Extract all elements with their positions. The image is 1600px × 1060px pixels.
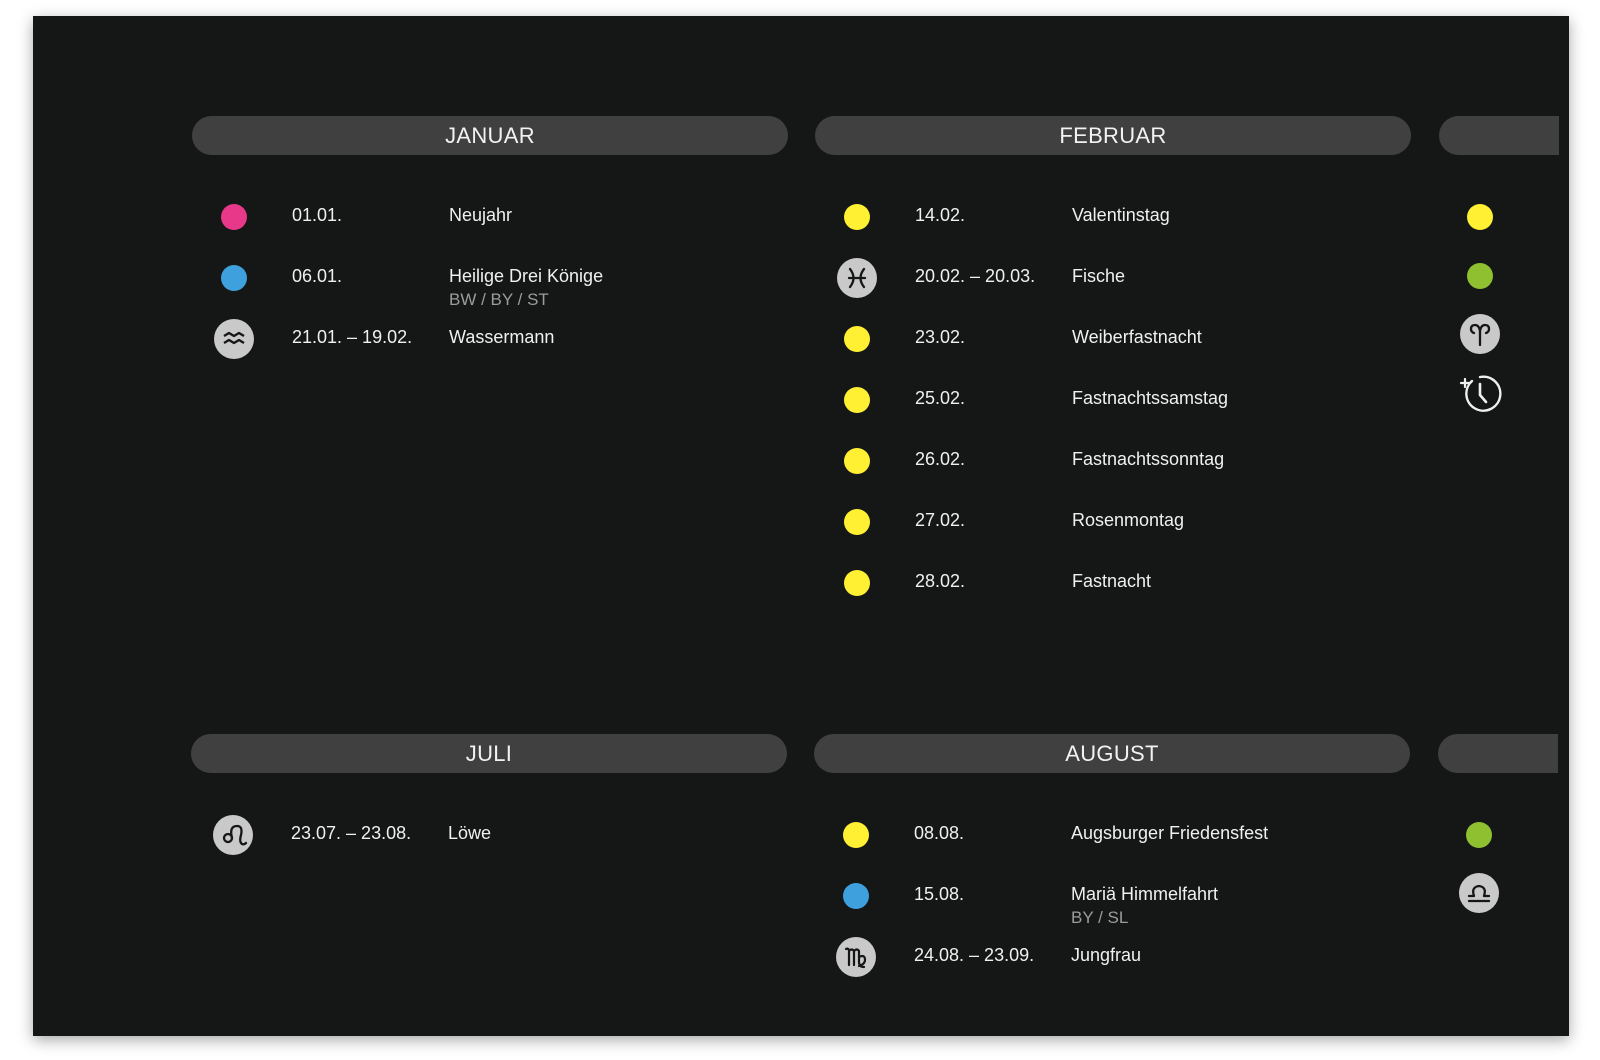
event-list: 23.07. – 23.08. Löwe — [191, 815, 787, 877]
event-name: Augsburger Friedensfest — [1071, 823, 1269, 843]
holiday-dot-yellow — [844, 570, 870, 596]
holiday-dot-yellow — [844, 326, 870, 352]
event-date: 27.02. — [915, 510, 966, 530]
libra-icon — [1459, 873, 1499, 913]
event-list: 08.08. Augsburger Friedensfest 15.08. Ma… — [814, 816, 1410, 999]
holiday-dot-yellow — [1467, 204, 1493, 230]
month-header[interactable]: AUGUST — [814, 734, 1410, 773]
list-item[interactable]: 01.01. Neujahr — [192, 198, 788, 259]
event-date: 20.02. – 20.03. — [915, 266, 1036, 286]
event-date: 08.08. — [914, 823, 965, 843]
pisces-icon — [837, 258, 877, 298]
event-name: Löwe — [448, 823, 492, 843]
event-date: 24.08. – 23.09. — [914, 945, 1035, 965]
event-name: Wassermann — [449, 327, 555, 347]
month-header-partial[interactable] — [1439, 116, 1559, 155]
holiday-dot-blue — [221, 265, 247, 291]
event-list: 01.01. Neujahr 06.01. Heilige Drei König… — [192, 198, 788, 381]
list-item[interactable]: 25.02. Fastnachtssamstag — [815, 381, 1411, 442]
event-date: 14.02. — [915, 205, 966, 225]
holiday-dot-yellow — [844, 387, 870, 413]
event-name: Mariä Himmelfahrt — [1071, 884, 1219, 904]
event-name: Valentinstag — [1072, 205, 1170, 225]
holiday-dot-yellow — [844, 509, 870, 535]
holiday-dot-yellow — [843, 822, 869, 848]
list-item[interactable]: 08.08. Augsburger Friedensfest — [814, 816, 1410, 877]
month-header[interactable]: JULI — [191, 734, 787, 773]
event-date: 28.02. — [915, 571, 966, 591]
aries-icon — [1460, 314, 1500, 354]
event-name: Fastnachtssonntag — [1072, 449, 1225, 469]
event-date: 25.02. — [915, 388, 966, 408]
list-item[interactable]: 26.02. Fastnachtssonntag — [815, 442, 1411, 503]
event-name: Rosenmontag — [1072, 510, 1185, 530]
list-item[interactable]: 27.02. Rosenmontag — [815, 503, 1411, 564]
list-item[interactable]: 14.02. Valentinstag — [815, 198, 1411, 259]
leo-icon — [213, 815, 253, 855]
virgo-icon — [836, 937, 876, 977]
event-name: Jungfrau — [1071, 945, 1142, 965]
calendar-screen: JANUAR 01.01. Neujahr 06.01. Heilige Dre… — [33, 16, 1569, 1036]
month-header[interactable]: JANUAR — [192, 116, 788, 155]
event-name: Fastnachtssamstag — [1072, 388, 1229, 408]
event-list: 14.02. Valentinstag 20.02. – 20.03. Fisc… — [815, 198, 1411, 625]
holiday-dot-pink — [221, 204, 247, 230]
daylight-saving-clock-icon — [1458, 372, 1502, 416]
event-name: Weiberfastnacht — [1072, 327, 1202, 347]
list-item[interactable]: 15.08. Mariä Himmelfahrt BY / SL — [814, 877, 1410, 938]
aquarius-icon — [214, 319, 254, 359]
list-item[interactable]: 20.02. – 20.03. Fische — [815, 258, 1411, 320]
event-region: BY / SL — [1071, 908, 1129, 927]
holiday-dot-blue — [843, 883, 869, 909]
list-item[interactable]: 06.01. Heilige Drei Könige BW / BY / ST — [192, 259, 788, 320]
event-date: 21.01. – 19.02. — [292, 327, 413, 347]
event-region: BW / BY / ST — [449, 290, 549, 309]
holiday-dot-green — [1466, 822, 1492, 848]
event-name: Fische — [1072, 266, 1126, 286]
list-item[interactable]: 21.01. – 19.02. Wassermann — [192, 319, 788, 381]
event-name: Heilige Drei Könige — [449, 266, 604, 286]
holiday-dot-yellow — [844, 204, 870, 230]
list-item[interactable]: 24.08. – 23.09. Jungfrau — [814, 937, 1410, 999]
event-date: 15.08. — [914, 884, 965, 904]
holiday-dot-green — [1467, 263, 1493, 289]
month-header[interactable]: FEBRUAR — [815, 116, 1411, 155]
event-date: 01.01. — [292, 205, 343, 225]
month-header-partial[interactable] — [1438, 734, 1558, 773]
event-name: Neujahr — [449, 205, 513, 225]
event-date: 23.07. – 23.08. — [291, 823, 412, 843]
list-item[interactable]: 23.07. – 23.08. Löwe — [191, 815, 787, 877]
event-name: Fastnacht — [1072, 571, 1152, 591]
event-date: 26.02. — [915, 449, 966, 469]
holiday-dot-yellow — [844, 448, 870, 474]
event-date: 06.01. — [292, 266, 343, 286]
list-item[interactable]: 28.02. Fastnacht — [815, 564, 1411, 625]
event-date: 23.02. — [915, 327, 966, 347]
list-item[interactable]: 23.02. Weiberfastnacht — [815, 320, 1411, 381]
